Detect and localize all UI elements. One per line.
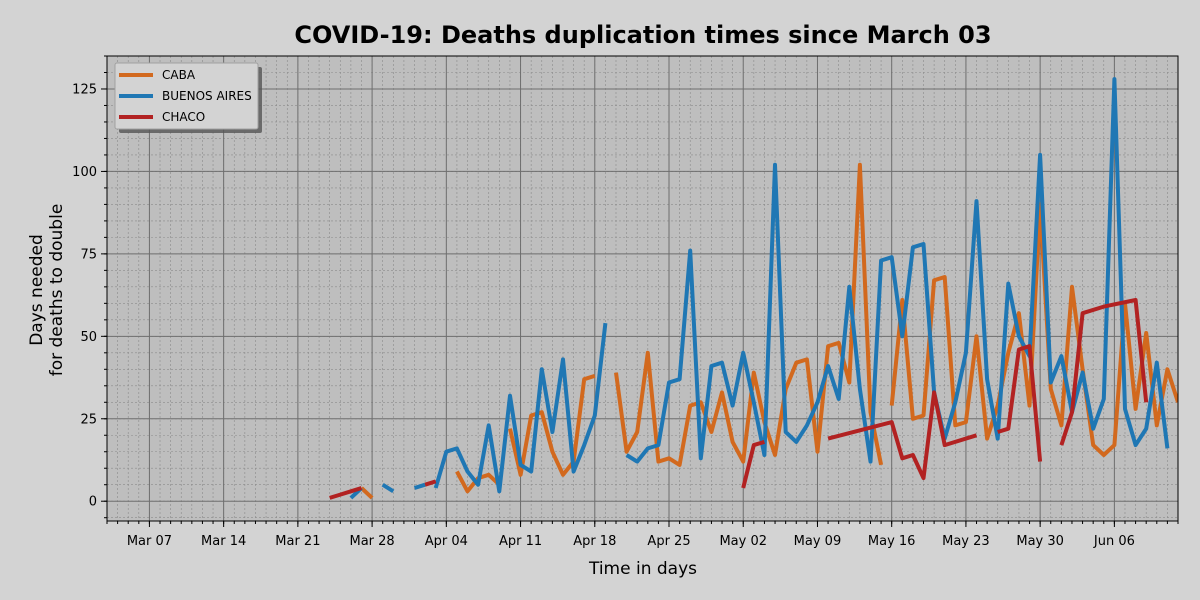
series-line-caba xyxy=(508,373,596,477)
x-tick-label: Jun 06 xyxy=(1093,534,1135,549)
series-line-chaco xyxy=(741,439,765,489)
y-tick-label: 125 xyxy=(72,82,97,97)
y-tick-label: 75 xyxy=(80,247,97,262)
series-line-chaco xyxy=(997,344,1043,462)
y-tick-label: 100 xyxy=(72,165,97,180)
series-chaco xyxy=(329,298,1149,500)
y-axis-label-line: Days needed xyxy=(27,234,47,346)
x-axis-label: Time in days xyxy=(588,559,697,579)
chart-title: COVID-19: Deaths duplication times since… xyxy=(294,21,991,49)
x-tick-label: May 16 xyxy=(868,534,916,549)
series-line-caba xyxy=(360,486,374,500)
x-tick-label: Apr 25 xyxy=(647,534,690,549)
legend-box xyxy=(114,62,259,130)
legend-label-caba: CABA xyxy=(162,68,196,82)
x-tick-label: May 23 xyxy=(942,534,990,549)
x-tick-label: Mar 28 xyxy=(349,534,394,549)
series-line-chaco xyxy=(424,479,437,487)
legend-label-buenos-aires: BUENOS AIRES xyxy=(162,89,252,103)
series-line-buenos-aires xyxy=(625,77,1170,464)
series-layer xyxy=(329,77,1178,500)
series-line-caba xyxy=(614,162,884,467)
series-line-caba xyxy=(889,202,1178,457)
series-line-buenos-aires xyxy=(433,322,608,494)
y-tick-label: 0 xyxy=(89,495,97,510)
series-line-buenos-aires xyxy=(381,483,395,493)
x-tick-label: May 30 xyxy=(1016,534,1064,549)
y-tick-label: 25 xyxy=(80,412,97,427)
x-tick-label: Apr 04 xyxy=(425,534,468,549)
tick-labels: Mar 07 Mar 14 Mar 21 Mar 28 Apr 04 Apr 11 Apr … xyxy=(72,82,1135,549)
plot-frame xyxy=(106,55,1179,522)
y-axis-label: Days neededfor deaths to double xyxy=(27,204,67,377)
y-axis-label-line: for deaths to double xyxy=(47,204,67,377)
legend-label-chaco: CHACO xyxy=(162,110,205,124)
x-tick-label: May 09 xyxy=(794,534,842,549)
x-tick-label: May 02 xyxy=(719,534,767,549)
series-line-chaco xyxy=(1059,298,1149,446)
x-tick-label: Mar 14 xyxy=(201,534,246,549)
y-tick-label: 50 xyxy=(80,330,97,345)
x-tick-label: Mar 21 xyxy=(275,534,320,549)
legend: CABA BUENOS AIRES CHACO xyxy=(114,62,262,133)
series-line-chaco xyxy=(827,390,978,481)
series-line-buenos-aires xyxy=(413,482,426,490)
series-buenos-aires xyxy=(349,77,1170,500)
x-tick-label: Mar 07 xyxy=(127,534,172,549)
ticks-layer xyxy=(101,55,1179,527)
series-line-chaco xyxy=(329,486,363,500)
plot-area xyxy=(107,56,1178,521)
x-tick-label: Apr 11 xyxy=(499,534,542,549)
x-tick-label: Apr 18 xyxy=(573,534,616,549)
